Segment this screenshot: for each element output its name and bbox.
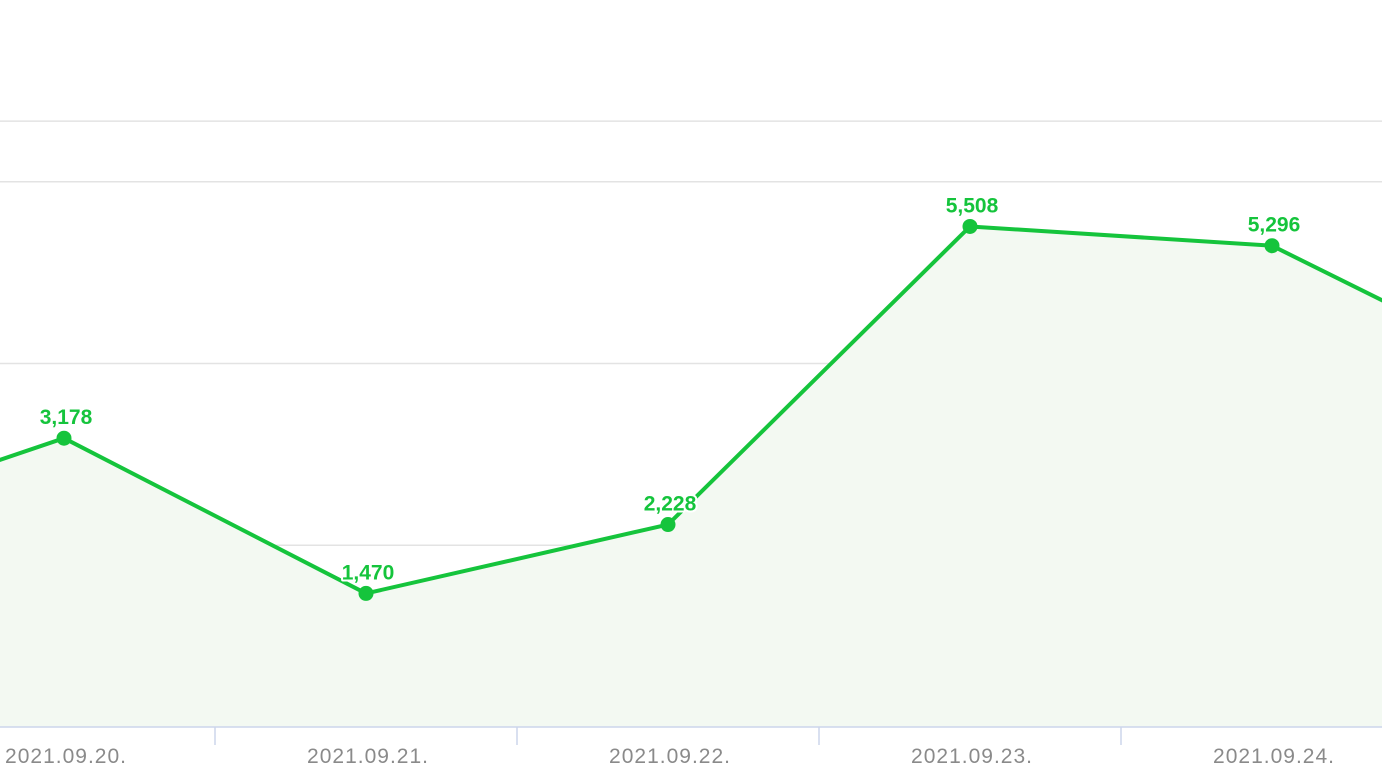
data-label: 5,508 — [946, 194, 999, 217]
data-point — [358, 585, 374, 601]
data-labels: 3,178 1,470 2,228 5,508 5,296 — [38, 192, 1303, 586]
data-label: 5,296 — [1248, 214, 1301, 237]
data-point — [1264, 238, 1280, 254]
data-label: 2,228 — [644, 493, 697, 516]
x-tick-label: 2021.09.21. — [307, 745, 429, 768]
area-fill-layer — [0, 226, 1382, 727]
x-tick-label: 2021.09.24. — [1213, 745, 1335, 768]
x-tick-label: 2021.09.23. — [911, 745, 1033, 768]
data-label: 3,178 — [40, 406, 93, 429]
x-axis — [0, 726, 1382, 745]
data-label: 1,470 — [342, 561, 395, 584]
x-tick-labels: 2021.09.20. 2021.09.21. 2021.09.22. 2021.09… — [5, 745, 1335, 768]
data-point — [660, 517, 676, 533]
x-tick-label: 2021.09.20. — [5, 745, 127, 768]
data-point — [56, 430, 72, 446]
x-tick-label: 2021.09.22. — [609, 745, 731, 768]
series-area — [0, 226, 1382, 727]
data-point — [962, 218, 978, 234]
data-points — [56, 218, 1280, 601]
